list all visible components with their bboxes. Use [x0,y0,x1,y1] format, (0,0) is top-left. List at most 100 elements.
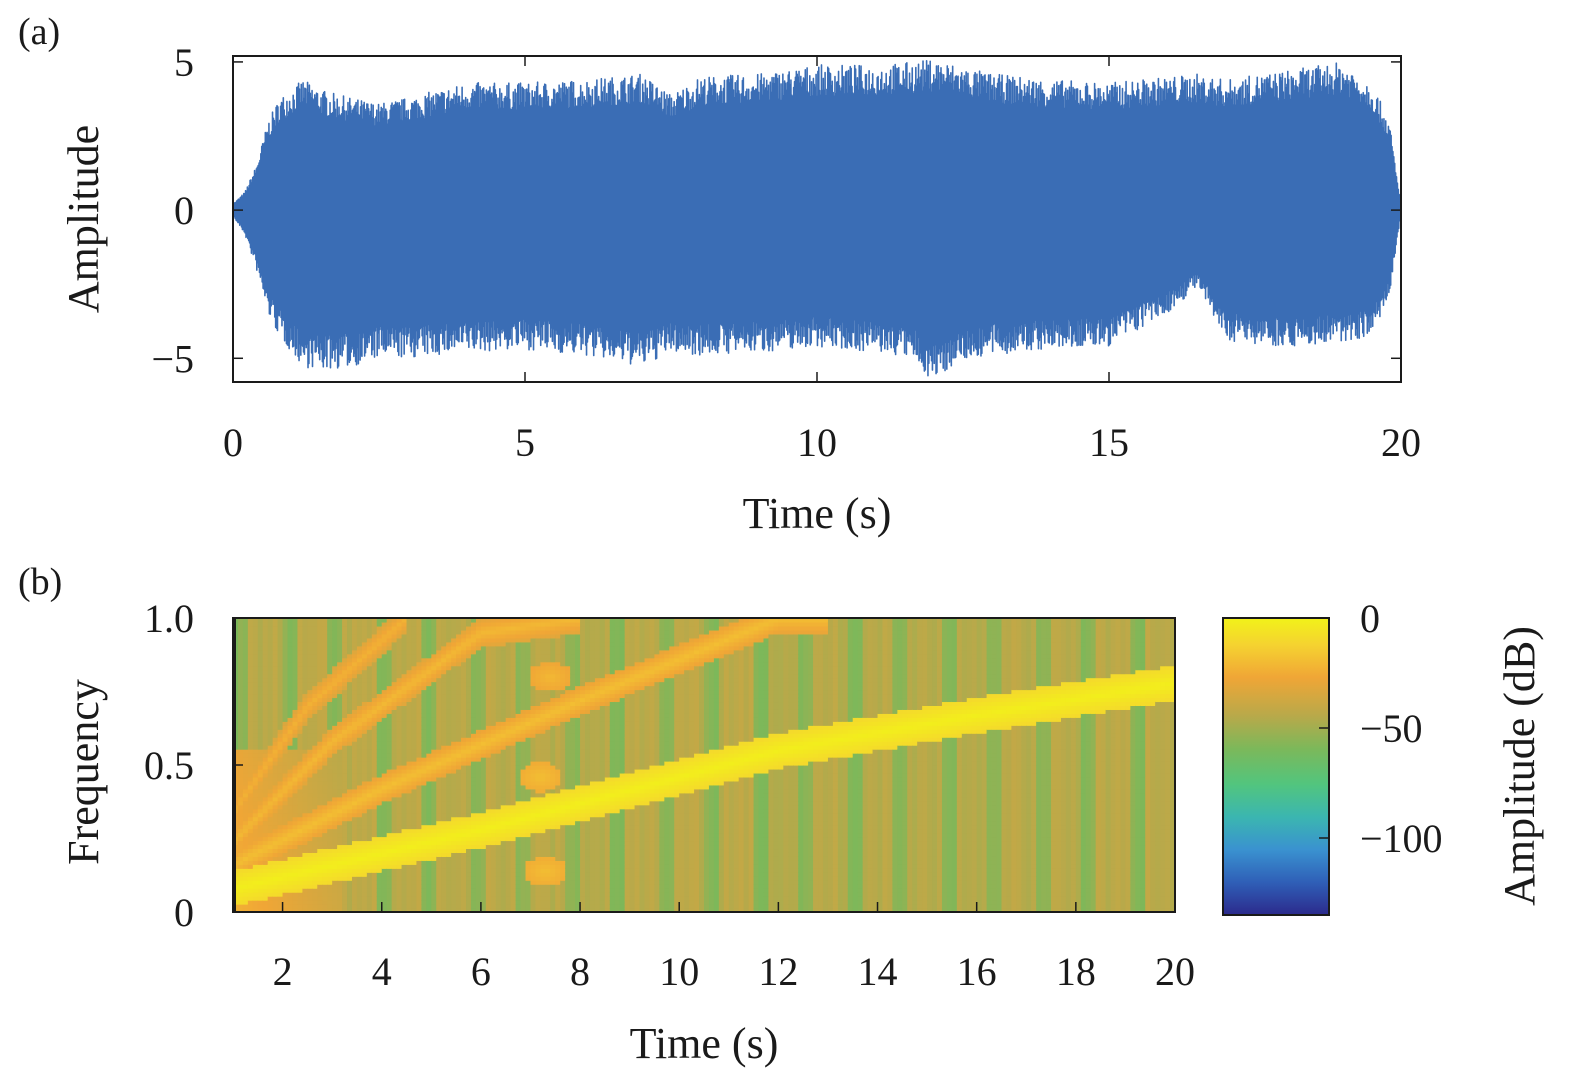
heatmap-cell [525,645,532,651]
heatmap-cell [312,804,318,810]
heatmap-cell [272,709,279,714]
heatmap-cell [242,641,249,647]
heatmap-cell [376,725,383,730]
heatmap-cell [347,908,353,912]
heatmap-cell [456,772,462,778]
heatmap-cell [322,657,328,663]
heatmap-cell [376,653,383,659]
heatmap-cell [386,812,393,818]
heatmap-cell [327,657,333,663]
heatmap-cell [525,860,532,865]
heatmap-cell [530,673,537,679]
heatmap-cell [386,673,393,679]
heatmap-cell [421,828,427,834]
heatmap-cell [312,709,318,714]
heatmap-cell [337,876,343,881]
heatmap-cell [505,868,512,873]
heatmap-cell [337,848,343,853]
heatmap-cell [530,641,537,647]
heatmap-cell [307,908,313,912]
heatmap-cell [436,876,442,881]
heatmap-cell [500,745,507,750]
heatmap-cell [421,701,427,706]
heatmap-cell [361,765,368,770]
heatmap-cell [287,808,294,814]
heatmap-cell [347,741,353,746]
heatmap-cell [267,816,274,822]
heatmap-cell [441,765,447,770]
heatmap-cell [292,713,299,718]
heatmap-cell [292,848,299,853]
heatmap-cell [406,816,413,822]
heatmap-cell [356,884,363,889]
heatmap-cell [332,618,338,623]
heatmap-cell [510,625,517,631]
heatmap-cell [371,816,378,822]
heatmap-cell [376,792,383,798]
heatmap-cell [515,713,522,718]
heatmap-cell [386,681,393,687]
heatmap-cell [530,757,537,762]
heatmap-cell [262,657,269,663]
heatmap-cell [490,761,497,766]
heatmap-cell [391,641,398,647]
heatmap-cell [461,677,467,683]
heatmap-cell [237,649,244,655]
heatmap-cell [480,705,487,710]
heatmap-cell [480,633,487,639]
heatmap-cell [347,772,353,778]
heatmap-cell [436,804,442,810]
heatmap-cell [550,629,556,635]
heatmap-cell [386,709,393,714]
heatmap-cell [500,832,507,838]
heatmap-cell [530,860,537,865]
heatmap-cell [277,848,284,853]
heatmap-cell [351,677,358,683]
heatmap-cell [381,788,388,794]
heatmap-cell [495,780,502,786]
heatmap-cell [426,800,432,806]
heatmap-cell [510,900,517,905]
heatmap-cell [436,788,442,794]
heatmap-cell [550,884,556,889]
heatmap-cell [480,832,487,838]
heatmap-cell [535,693,541,699]
heatmap-cell [297,645,304,651]
heatmap-cell [530,884,537,889]
heatmap-cell [337,872,343,877]
heatmap-cell [396,765,403,770]
heatmap-cell [550,788,556,794]
heatmap-cell [351,832,358,838]
heatmap-cell [520,665,527,671]
heatmap-cell [406,717,413,722]
heatmap-cell [525,761,532,766]
heatmap-cell [475,737,482,742]
heatmap-cell [252,792,259,798]
heatmap-cell [505,665,512,671]
heatmap-cell [272,900,279,905]
heatmap-cell [441,649,447,655]
heatmap-cell [272,832,279,838]
heatmap-cell [307,705,313,710]
heatmap-cell [446,645,452,651]
heatmap-cell [272,880,279,885]
heatmap-cell [565,896,571,901]
heatmap-cell [540,768,546,774]
heatmap-cell [480,733,487,738]
heatmap-cell [525,828,532,834]
heatmap-cell [347,618,353,623]
heatmap-cell [342,737,348,742]
heatmap-cell [252,701,259,706]
heatmap-cell [446,705,452,710]
heatmap-cell [510,669,517,675]
heatmap-cell [351,733,358,738]
heatmap-cell [401,804,408,810]
heatmap-cell [480,840,487,846]
heatmap-cell [510,717,517,722]
heatmap-cell [530,749,537,754]
heatmap-cell [545,832,551,838]
heatmap-cell [495,721,502,726]
heatmap-cell [302,780,308,786]
heatmap-cell [406,669,413,675]
heatmap-cell [436,820,442,826]
